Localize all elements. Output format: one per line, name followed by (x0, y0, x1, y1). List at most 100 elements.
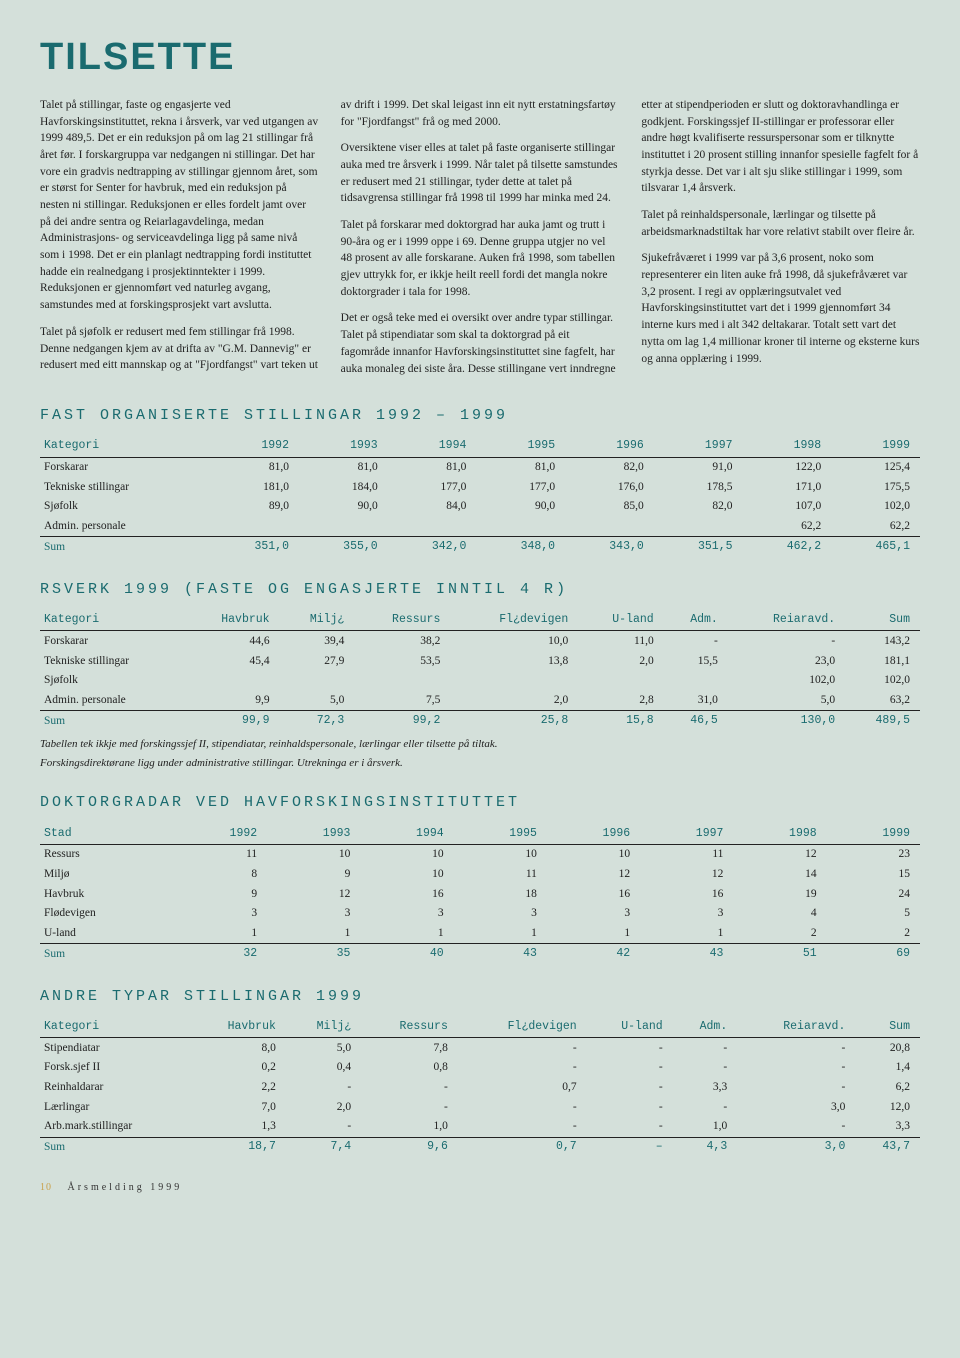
col-header: Sum (845, 611, 920, 631)
body-text: Talet på stillingar, faste og engasjerte… (40, 97, 920, 377)
cell: - (286, 1117, 361, 1137)
page-title: TILSETTE (40, 30, 920, 85)
col-header: 1994 (388, 437, 477, 457)
sum-cell: 342,0 (388, 537, 477, 557)
paragraph: Sjukefråværet i 1999 var på 3,6 prosent,… (641, 250, 920, 367)
cell (184, 671, 280, 691)
cell: Arb.mark.stillingar (40, 1117, 189, 1137)
cell: Tekniske stillingar (40, 477, 210, 497)
sum-cell: 9,6 (361, 1137, 458, 1157)
sum-cell: 43,7 (855, 1137, 920, 1157)
cell: - (587, 1078, 673, 1098)
cell: 2,8 (578, 690, 663, 710)
cell: 181,1 (845, 651, 920, 671)
cell: - (587, 1097, 673, 1117)
sum-cell: 32 (174, 944, 267, 964)
cell: - (286, 1078, 361, 1098)
cell: 8 (174, 865, 267, 885)
sum-cell: 348,0 (476, 537, 565, 557)
col-header: Reiaravd. (737, 1018, 855, 1038)
col-header: Adm. (673, 1018, 738, 1038)
sum-cell: 51 (733, 944, 826, 964)
footer: 10 Årsmelding 1999 (40, 1181, 920, 1196)
sum-cell: 43 (640, 944, 733, 964)
sum-row: Sum99,972,399,225,815,846,5130,0489,5 (40, 711, 920, 731)
cell: - (587, 1117, 673, 1137)
cell: 171,0 (743, 477, 832, 497)
col-header: 1998 (743, 437, 832, 457)
table-row: Forskarar44,639,438,210,011,0--143,2 (40, 631, 920, 651)
cell (654, 517, 743, 537)
table-row: Havbruk912161816161924 (40, 884, 920, 904)
cell: 15,5 (664, 651, 728, 671)
table-row: U-land11111122 (40, 924, 920, 944)
table-row: Arb.mark.stillingar1,3-1,0--1,0-3,3 (40, 1117, 920, 1137)
page-number: 10 (40, 1182, 52, 1193)
cell: 7,0 (189, 1097, 286, 1117)
col-header: Stad (40, 824, 174, 844)
cell: - (673, 1097, 738, 1117)
sum-cell: 351,5 (654, 537, 743, 557)
cell: 44,6 (184, 631, 280, 651)
cell: 90,0 (476, 497, 565, 517)
col-header: Kategori (40, 611, 184, 631)
cell (210, 517, 299, 537)
paragraph: Talet på forskarar med doktorgrad har au… (341, 217, 620, 300)
col-header: Adm. (664, 611, 728, 631)
cell: 125,4 (831, 457, 920, 477)
sum-cell: 25,8 (450, 711, 578, 731)
cell: - (737, 1078, 855, 1098)
cell: 81,0 (388, 457, 477, 477)
col-header: Ressurs (361, 1018, 458, 1038)
cell: 143,2 (845, 631, 920, 651)
sum-cell: 489,5 (845, 711, 920, 731)
cell: 11 (454, 865, 547, 885)
table-row: Lærlingar7,02,0----3,012,0 (40, 1097, 920, 1117)
col-header: Fl¿devigen (458, 1018, 587, 1038)
cell: 14 (733, 865, 826, 885)
cell: Flødevigen (40, 904, 174, 924)
sum-cell: Sum (40, 1137, 189, 1157)
sum-cell: 43 (454, 944, 547, 964)
cell: 1,0 (361, 1117, 458, 1137)
cell: 7,5 (354, 690, 450, 710)
cell: - (361, 1078, 458, 1098)
cell: 102,0 (845, 671, 920, 691)
cell: Tekniske stillingar (40, 651, 184, 671)
col-header: U-land (578, 611, 663, 631)
sum-cell: 4,3 (673, 1137, 738, 1157)
cell: 2,2 (189, 1078, 286, 1098)
col-header: 1993 (267, 824, 360, 844)
cell: 7,8 (361, 1038, 458, 1058)
col-header: Ressurs (354, 611, 450, 631)
cell: 63,2 (845, 690, 920, 710)
footer-text: Årsmelding 1999 (68, 1182, 183, 1193)
col-header: U-land (587, 1018, 673, 1038)
table4-title: ANDRE TYPAR STILLINGAR 1999 (40, 986, 920, 1008)
cell: - (458, 1058, 587, 1078)
cell: 102,0 (831, 497, 920, 517)
cell: Miljø (40, 865, 174, 885)
cell: - (361, 1097, 458, 1117)
cell (565, 517, 654, 537)
cell (578, 671, 663, 691)
cell: 3,3 (855, 1117, 920, 1137)
sum-cell: 18,7 (189, 1137, 286, 1157)
cell: 3 (174, 904, 267, 924)
col-header: Sum (855, 1018, 920, 1038)
cell: 0,7 (458, 1078, 587, 1098)
cell: 2,0 (450, 690, 578, 710)
cell (299, 517, 388, 537)
cell: 5,0 (286, 1038, 361, 1058)
cell: 2,0 (578, 651, 663, 671)
sum-cell: 69 (827, 944, 920, 964)
cell: - (673, 1038, 738, 1058)
cell: 2 (733, 924, 826, 944)
cell: - (737, 1058, 855, 1078)
col-header: 1999 (831, 437, 920, 457)
col-header: 1995 (454, 824, 547, 844)
sum-cell: Sum (40, 944, 174, 964)
sum-cell: 15,8 (578, 711, 663, 731)
table3: Stad19921993199419951996199719981999Ress… (40, 824, 920, 964)
table2: KategoriHavbrukMilj¿RessursFl¿devigenU-l… (40, 611, 920, 731)
